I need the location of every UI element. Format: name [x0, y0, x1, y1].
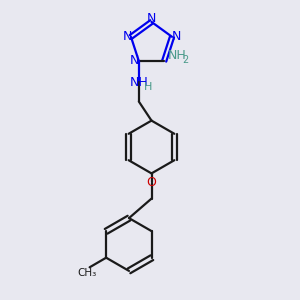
Text: N: N: [171, 30, 181, 43]
Text: NH: NH: [167, 49, 186, 62]
Text: N: N: [130, 55, 140, 68]
Text: CH₃: CH₃: [78, 268, 97, 278]
Text: N: N: [147, 12, 156, 25]
Text: N: N: [122, 30, 132, 43]
Text: O: O: [147, 176, 156, 190]
Text: 2: 2: [183, 56, 189, 65]
Text: H: H: [144, 82, 153, 92]
Text: NH: NH: [129, 76, 148, 89]
